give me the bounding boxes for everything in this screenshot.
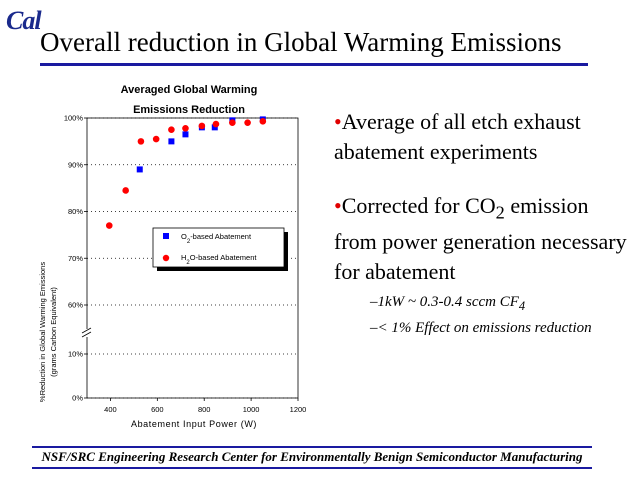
footer-divider-top — [32, 446, 592, 448]
data-point-o2 — [168, 138, 175, 145]
data-point-h2o — [105, 222, 113, 229]
data-point-h2o — [137, 138, 145, 145]
legend-label-h2o: H2O-based Abatement — [181, 253, 257, 266]
data-point-o2 — [136, 166, 143, 173]
data-point-h2o — [229, 119, 236, 126]
y-tick-label: 80% — [68, 207, 83, 216]
sub-bullet-item: –1kW ~ 0.3-0.4 sccm CF4 — [370, 294, 526, 314]
axis-break-mark — [81, 327, 92, 334]
bullet-dot: • — [334, 193, 342, 218]
data-point-h2o — [182, 124, 189, 132]
y-tick-label: 70% — [68, 254, 83, 263]
axis-break-mark — [81, 331, 92, 338]
x-tick-label: 600 — [151, 405, 164, 414]
bullet-item: •Average of all etch exhaust abatement e… — [334, 109, 581, 164]
sub-bullet-list: –1kW ~ 0.3-0.4 sccm CF4 –< 1% Effect on … — [370, 293, 634, 338]
title-divider — [40, 63, 588, 66]
legend-marker-o2 — [163, 233, 169, 239]
data-point-h2o — [122, 187, 129, 194]
footer-divider-bottom — [32, 467, 592, 469]
y-tick-label: 60% — [68, 301, 83, 310]
data-point-o2 — [211, 124, 218, 131]
y-tick-label: 10% — [68, 350, 83, 359]
bullet-item: •Corrected for CO2 emission from power g… — [334, 193, 627, 285]
sub-bullet-item: –< 1% Effect on emissions reduction — [370, 320, 592, 337]
x-tick-label: 800 — [198, 405, 211, 414]
bullet-dot: • — [334, 109, 342, 134]
slide-title: Overall reduction in Global Warming Emis… — [40, 27, 562, 57]
x-tick-label: 1000 — [243, 405, 260, 414]
legend-marker-h2o — [162, 254, 170, 262]
data-point-h2o — [152, 135, 160, 143]
x-tick-label: 400 — [104, 405, 117, 414]
legend-label-o2: O2-based Abatement — [181, 232, 252, 245]
data-point-h2o — [212, 120, 220, 128]
y-tick-label: 90% — [68, 160, 83, 169]
bullet-list: •Average of all etch exhaust abatement e… — [334, 107, 634, 341]
data-point-h2o — [244, 119, 251, 126]
x-tick-label: 1200 — [290, 405, 307, 414]
axis-break-gap — [83, 329, 91, 337]
y-axis-label-line1: %Reduction in Global Warming Emissions — [38, 262, 47, 402]
data-point-h2o — [259, 117, 267, 125]
y-axis-label-line2: (grams Carbon Equivalent) — [49, 287, 58, 377]
x-axis-label: Abatement Input Power (W) — [131, 419, 257, 429]
scatter-chart: Averaged Global Warming Emissions Reduct… — [38, 84, 307, 429]
data-point-h2o — [198, 122, 206, 130]
footer-text: NSF/SRC Engineering Research Center for … — [41, 449, 583, 464]
legend-box — [152, 227, 285, 268]
cal-logo: Cal — [6, 6, 42, 35]
chart-title-line2: Emissions Reduction — [133, 104, 245, 116]
data-point-h2o — [168, 126, 175, 133]
y-tick-label: 100% — [64, 114, 84, 123]
y-tick-label: 0% — [72, 394, 83, 403]
data-point-o2 — [182, 131, 189, 138]
chart-title-line1: Averaged Global Warming — [121, 84, 258, 96]
